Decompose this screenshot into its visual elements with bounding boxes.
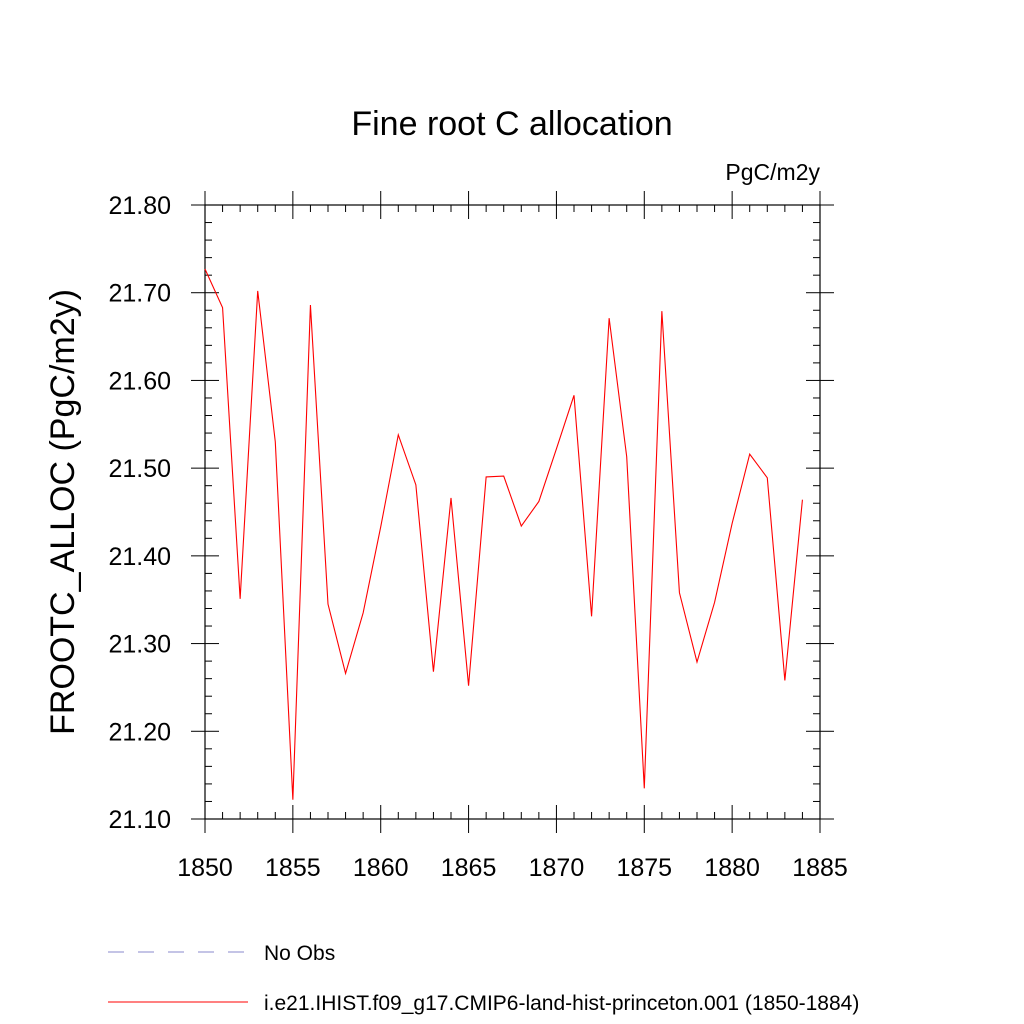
x-tick-label: 1885 (792, 854, 848, 882)
y-tick-label: 21.60 (108, 367, 171, 395)
x-tick-label: 1880 (704, 854, 760, 882)
legend-label-1: i.e21.IHIST.f09_g17.CMIP6-land-hist-prin… (264, 992, 859, 1015)
plot-frame (204, 204, 821, 820)
x-tick-label: 1850 (177, 854, 233, 882)
y-tick-label: 21.20 (108, 718, 171, 746)
axes: 1850 1855 1860 1865 1870 1875 1880 1885 21.10 21.… (108, 191, 848, 882)
units-label: PgC/m2y (725, 159, 820, 185)
x-tick-label: 1875 (616, 854, 672, 882)
y-tick-label: 21.10 (108, 806, 171, 834)
y-tick-label: 21.70 (108, 280, 171, 308)
series-line-0 (204, 268, 803, 800)
chart-title: Fine root C allocation (351, 105, 672, 143)
x-tick-label: 1860 (353, 854, 409, 882)
x-tick-label: 1870 (529, 854, 585, 882)
x-tick-label: 1855 (265, 854, 321, 882)
y-tick-label: 21.50 (108, 455, 171, 483)
legend: No Obs i.e21.IHIST.f09_g17.CMIP6-land-his… (108, 942, 859, 1015)
y-axis-label: FROOTC_ALLOC (PgC/m2y) (44, 289, 82, 735)
y-tick-label: 21.40 (108, 543, 171, 571)
y-tick-label: 21.30 (108, 631, 171, 659)
series-group (204, 268, 803, 800)
x-tick-label: 1865 (441, 854, 497, 882)
y-tick-label: 21.80 (108, 192, 171, 220)
legend-label-0: No Obs (264, 942, 335, 965)
